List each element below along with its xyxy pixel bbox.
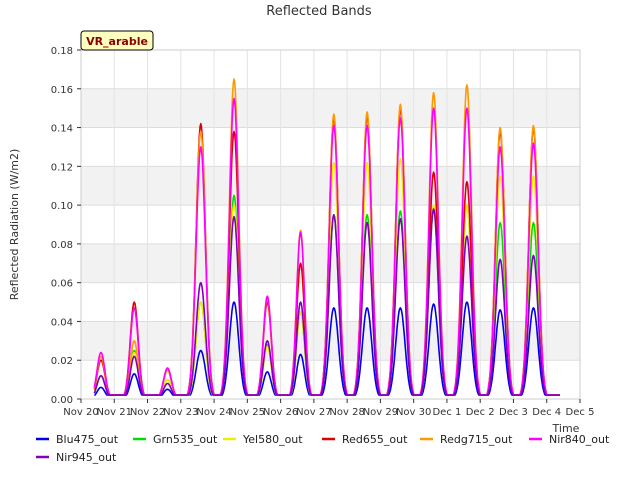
x-tick-label: Nov 20 <box>63 407 98 418</box>
y-tick-label: 0.18 <box>51 46 73 57</box>
plot-band <box>81 88 580 128</box>
plot-band <box>81 50 580 89</box>
y-tick-label: 0.10 <box>51 201 73 212</box>
legend-label: Nir945_out <box>56 451 117 464</box>
plot-frame <box>80 49 581 400</box>
y-axis-label: Reflected Radiation (W/m2) <box>8 149 21 301</box>
plot-band <box>81 360 580 399</box>
legend-label: Nir840_out <box>549 433 610 446</box>
x-tick-label: Nov 24 <box>196 407 231 418</box>
legend-label: Redg715_out <box>440 433 513 446</box>
x-tick-label: Nov 27 <box>296 407 331 418</box>
site-label-box: VR_arable <box>80 30 154 51</box>
legend-label: Blu475_out <box>56 433 119 446</box>
x-tick-label: Nov 23 <box>163 407 198 418</box>
y-tick-label: 0.06 <box>51 279 73 290</box>
legend-item: Blu475_out <box>36 433 119 446</box>
legend-item: Nir840_out <box>529 433 610 446</box>
legend-item: Redg715_out <box>420 433 513 446</box>
y-tick-label: 0.02 <box>51 356 73 367</box>
x-tick-label: Dec 4 <box>532 407 561 418</box>
x-tick-label: Dec 2 <box>466 407 495 418</box>
x-tick-label: Dec 3 <box>499 407 528 418</box>
y-tick-label: 0.00 <box>51 395 73 406</box>
x-tick-label: Nov 29 <box>363 407 398 418</box>
legend-label: Grn535_out <box>153 433 218 446</box>
legend: Blu475_out Grn535_out Yel580_out Red655_out… <box>36 433 610 464</box>
x-tick-label: Nov 21 <box>97 407 132 418</box>
y-tick-label: 0.04 <box>51 317 73 328</box>
y-axis-ticks: 0.00 0.02 0.04 0.06 0.08 0.10 0.12 0.14 0.16 0.18 <box>51 46 81 406</box>
x-tick-label: Nov 25 <box>230 407 265 418</box>
x-tick-label: Dec 1 <box>432 407 461 418</box>
legend-item: Grn535_out <box>133 433 218 446</box>
chart-title: Reflected Bands <box>266 4 372 19</box>
x-axis-label: Time <box>552 422 580 435</box>
x-tick-label: Nov 28 <box>329 407 364 418</box>
legend-item: Nir945_out <box>36 451 117 464</box>
x-tick-label: Dec 5 <box>566 407 595 418</box>
y-tick-label: 0.16 <box>51 85 73 96</box>
legend-label: Yel580_out <box>242 433 303 446</box>
legend-label: Red655_out <box>342 433 408 446</box>
legend-item: Red655_out <box>322 433 408 446</box>
y-tick-label: 0.12 <box>51 162 73 173</box>
series-lines <box>93 78 561 396</box>
x-tick-label: Nov 30 <box>396 407 431 418</box>
y-tick-label: 0.08 <box>51 240 73 251</box>
x-tick-label: Nov 26 <box>263 407 298 418</box>
y-tick-label: 0.14 <box>51 124 73 135</box>
site-label: VR_arable <box>86 35 148 48</box>
legend-item: Yel580_out <box>223 433 303 446</box>
x-tick-label: Nov 22 <box>130 407 165 418</box>
series-line-nir945_out <box>93 208 561 396</box>
